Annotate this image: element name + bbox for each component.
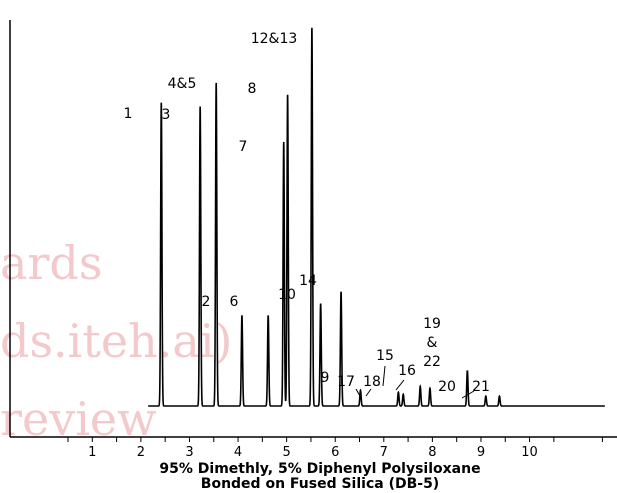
watermark-line-3: review (0, 392, 157, 446)
peak-label-2: 2 (202, 294, 211, 310)
x-tick-label-10: 10 (521, 445, 538, 460)
peak-label-9: 9 (321, 370, 330, 386)
peak-label-1: 1 (124, 106, 133, 122)
peak-label-16: 16 (398, 363, 416, 379)
peak-leader-line (382, 365, 386, 387)
x-tick-label-2: 2 (137, 445, 145, 460)
peak-label-8: 8 (248, 81, 257, 97)
peak-label-21: 21 (472, 379, 490, 395)
caption-line-2: Bonded on Fused Silica (DB-5) (200, 476, 440, 492)
peak-label-19-22-line-2: & (427, 335, 438, 351)
peak-label-17: 17 (337, 374, 355, 390)
peak-label-20: 20 (438, 379, 456, 395)
peak-label-19-22-line-1: 19 (423, 316, 441, 332)
x-tick-label-8: 8 (428, 445, 436, 460)
peak-label-10: 10 (278, 287, 296, 303)
x-tick-label-7: 7 (380, 445, 388, 460)
peak-leader-line (461, 390, 475, 399)
watermark-line-2: ds.iteh.ai) (0, 314, 233, 368)
peak-label-19-22-line-3: 22 (423, 354, 441, 370)
x-tick-label-1: 1 (88, 445, 96, 460)
x-tick-label-6: 6 (331, 445, 339, 460)
caption-line-1: 95% Dimethly, 5% Diphenyl Polysiloxane (159, 461, 481, 477)
x-tick-label-5: 5 (282, 445, 290, 460)
peak-label-18: 18 (363, 374, 381, 390)
peak-label-12-13: 12&13 (251, 31, 298, 47)
peak-label-7: 7 (239, 139, 248, 155)
chromatogram-trace (148, 27, 605, 407)
chromatogram-line (148, 27, 605, 407)
peak-label-3: 3 (162, 107, 171, 123)
peak-label-14: 14 (299, 273, 317, 289)
x-tick-label-4: 4 (234, 445, 242, 460)
peak-leader-line (395, 379, 405, 391)
watermark-line-1: ards (0, 236, 103, 290)
peak-leader-line (365, 388, 372, 397)
peak-label-6: 6 (230, 294, 239, 310)
x-tick-label-9: 9 (477, 445, 485, 460)
x-tick-label-3: 3 (185, 445, 193, 460)
peak-leader-line (355, 388, 361, 397)
x-axis-ticks: 1 2 3 4 5 6 7 8 9 10 (67, 437, 603, 460)
peak-label-4-5: 4&5 (168, 76, 197, 92)
peak-label-15: 15 (376, 348, 394, 364)
chart-axes (9, 20, 617, 438)
